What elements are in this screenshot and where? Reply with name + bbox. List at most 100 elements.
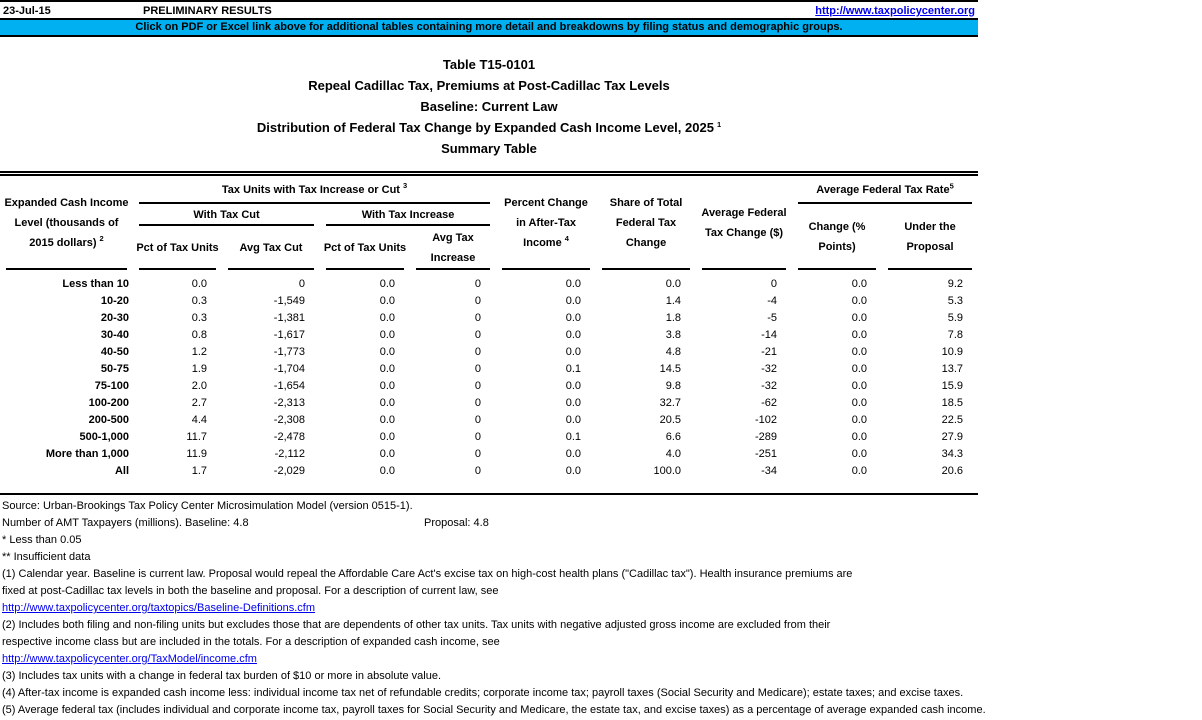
value-cell: 32.7 xyxy=(659,397,682,409)
value-cell: -1,654 xyxy=(273,380,305,392)
distribution-subtitle: Distribution of Federal Tax Change by Ex… xyxy=(256,119,722,135)
value-cell: 1.7 xyxy=(191,465,207,477)
value-cell: -1,549 xyxy=(273,295,305,307)
value-cell: 11.9 xyxy=(186,448,207,460)
value-cell: 0.0 xyxy=(565,414,582,426)
table-row: More than 1,000 11.9 -2,112 0.0 0 0.0 4.0 -251 0… xyxy=(0,446,978,463)
report-date: 23-Jul-15 xyxy=(3,5,51,17)
col-header-pct-change-after-tax-income: Percent Change in After-Tax Income 4 xyxy=(496,176,596,270)
value-cell: 0.0 xyxy=(565,295,582,307)
amt-proposal-value: Proposal: 4.8 xyxy=(424,517,489,529)
value-cell: 34.3 xyxy=(941,448,964,460)
value-cell: -34 xyxy=(761,465,778,477)
col-group-tax-units-increase-or-cut: Tax Units with Tax Increase or Cut 3 xyxy=(133,176,496,204)
report-content: 23-Jul-15 PRELIMINARY RESULTS http://www… xyxy=(0,0,978,566)
value-cell: 0 xyxy=(474,329,482,341)
value-cell: 0 xyxy=(474,465,482,477)
value-cell: 0.0 xyxy=(565,448,582,460)
value-cell: 0 xyxy=(474,295,482,307)
header-bar: 23-Jul-15 PRELIMINARY RESULTS http://www… xyxy=(0,0,978,18)
value-cell: 0 xyxy=(474,363,482,375)
info-banner: Click on PDF or Excel link above for add… xyxy=(0,18,978,37)
value-cell: 0.0 xyxy=(565,329,582,341)
value-cell: 4.8 xyxy=(665,346,682,358)
value-cell: -251 xyxy=(754,448,778,460)
value-cell: 0.0 xyxy=(851,380,868,392)
table-row: 500-1,000 11.7 -2,478 0.0 0 0.1 6.6 -289 0.0 27.9 xyxy=(0,429,978,446)
col-group-average-federal-tax-rate: Average Federal Tax Rate5 xyxy=(792,176,978,204)
table-row: Less than 10 0.0 0 0.0 0 0.0 0.0 0 0.0 9.2 xyxy=(0,270,978,293)
value-cell: 100.0 xyxy=(653,465,682,477)
value-cell: 22.5 xyxy=(941,414,964,426)
value-cell: 0.0 xyxy=(379,329,395,341)
value-cell: 1.9 xyxy=(191,363,207,375)
value-cell: 0.1 xyxy=(565,431,582,443)
value-cell: 20.5 xyxy=(659,414,682,426)
value-cell: 6.6 xyxy=(665,431,682,443)
value-cell: 4.0 xyxy=(665,448,682,460)
value-cell: 0.0 xyxy=(565,346,582,358)
income-level-cell: 500-1,000 xyxy=(79,431,129,443)
baseline-definitions-link[interactable]: http://www.taxpolicycenter.org/taxtopics… xyxy=(2,602,316,614)
value-cell: 11.7 xyxy=(186,431,207,443)
value-cell: 0.0 xyxy=(565,465,582,477)
summary-table: Expanded Cash Income Level (thousands of… xyxy=(0,171,978,495)
value-cell: 9.2 xyxy=(947,278,964,290)
value-cell: -2,029 xyxy=(273,465,305,477)
value-cell: -2,478 xyxy=(273,431,305,443)
value-cell: 0.0 xyxy=(851,465,868,477)
value-cell: 5.3 xyxy=(947,295,964,307)
income-level-cell: Less than 10 xyxy=(62,278,129,290)
value-cell: 0 xyxy=(474,431,482,443)
value-cell: 0 xyxy=(474,312,482,324)
value-cell: 2.0 xyxy=(191,380,207,392)
value-cell: 3.8 xyxy=(665,329,682,341)
value-cell: 0.0 xyxy=(379,295,395,307)
value-cell: 9.8 xyxy=(665,380,682,392)
value-cell: 0 xyxy=(474,380,482,392)
value-cell: 0.0 xyxy=(851,278,868,290)
notes-block: Source: Urban-Brookings Tax Policy Cente… xyxy=(0,498,978,566)
table-number: Table T15-0101 xyxy=(442,57,536,72)
income-level-cell: 30-40 xyxy=(100,329,129,341)
income-level-cell: 100-200 xyxy=(88,397,129,409)
value-cell: -62 xyxy=(761,397,778,409)
taxmodel-income-link[interactable]: http://www.taxpolicycenter.org/TaxModel/… xyxy=(2,653,257,665)
footnote-5: (5) Average federal tax (includes indivi… xyxy=(2,704,986,716)
value-cell: -1,704 xyxy=(273,363,305,375)
value-cell: 0.0 xyxy=(851,448,868,460)
income-level-cell: 50-75 xyxy=(100,363,129,375)
value-cell: 0.0 xyxy=(379,380,395,392)
value-cell: 0.0 xyxy=(851,295,868,307)
footnote-1-line-1: (1) Calendar year. Baseline is current l… xyxy=(2,568,853,580)
value-cell: 4.4 xyxy=(191,414,207,426)
value-cell: 0.0 xyxy=(379,312,395,324)
value-cell: 0.0 xyxy=(379,465,395,477)
value-cell: -1,617 xyxy=(273,329,305,341)
value-cell: 0.1 xyxy=(565,363,582,375)
col-header-pct-tax-units-with-increase: Pct of Tax Units xyxy=(320,226,410,270)
col-header-rate-under-proposal: Under the Proposal xyxy=(882,204,978,270)
footnote-3: (3) Includes tax units with a change in … xyxy=(2,670,442,682)
value-cell: 0.0 xyxy=(851,397,868,409)
value-cell: 0.0 xyxy=(379,363,395,375)
taxpolicycenter-link[interactable]: http://www.taxpolicycenter.org xyxy=(815,5,975,17)
footnote-2-line-1: (2) Includes both filing and non-filing … xyxy=(2,619,831,631)
value-cell: 0.0 xyxy=(191,278,207,290)
table-row: 10-20 0.3 -1,549 0.0 0 0.0 1.4 -4 0.0 5.3 xyxy=(0,293,978,310)
value-cell: -21 xyxy=(761,346,778,358)
info-banner-text: Click on PDF or Excel link above for add… xyxy=(135,21,843,33)
value-cell: -102 xyxy=(754,414,778,426)
table-row: 40-50 1.2 -1,773 0.0 0 0.0 4.8 -21 0.0 10.9 xyxy=(0,344,978,361)
value-cell: 13.7 xyxy=(941,363,964,375)
income-level-cell: 20-30 xyxy=(100,312,129,324)
value-cell: 20.6 xyxy=(941,465,964,477)
value-cell: 10.9 xyxy=(941,346,964,358)
value-cell: 0.0 xyxy=(379,397,395,409)
value-cell: 15.9 xyxy=(941,380,964,392)
income-level-cell: 10-20 xyxy=(100,295,129,307)
table-title: Repeal Cadillac Tax, Premiums at Post-Ca… xyxy=(308,78,670,93)
value-cell: 0.0 xyxy=(379,431,395,443)
value-cell: 0 xyxy=(770,278,778,290)
baseline-subtitle: Baseline: Current Law xyxy=(420,99,558,114)
